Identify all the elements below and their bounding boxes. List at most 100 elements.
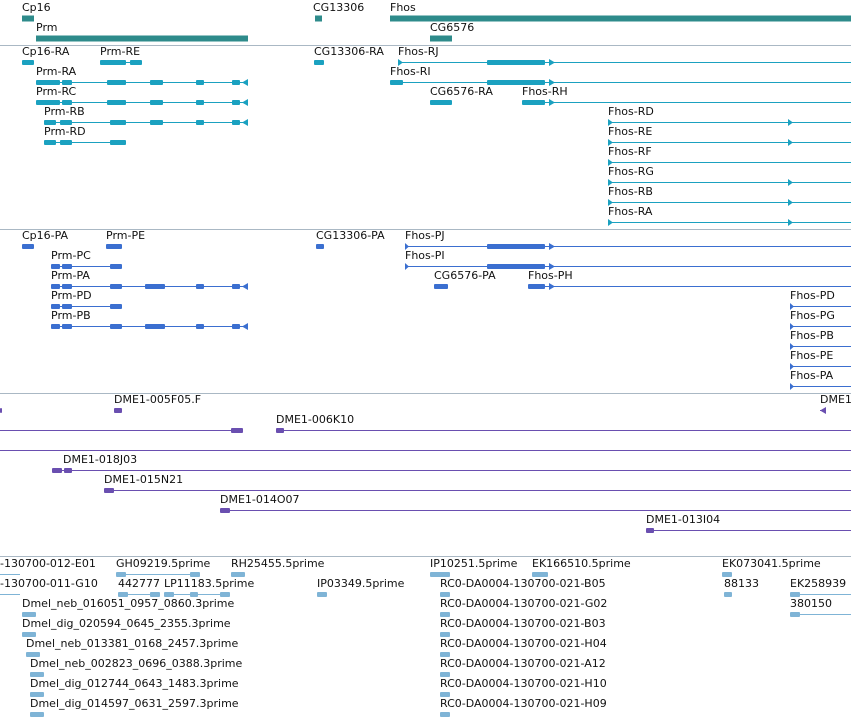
feature-label-gh09219-5prime[interactable]: GH09219.5prime bbox=[116, 557, 211, 570]
feature-label-dmel-neb-016051-0957-0860-3prime[interactable]: Dmel_neb_016051_0957_0860.3prime bbox=[22, 597, 235, 610]
feature-label-fhos-pd[interactable]: Fhos-PD bbox=[790, 289, 835, 302]
feature-rc0-da0004-130700-021-b05[interactable] bbox=[440, 592, 450, 597]
feature-label-rc0-da0004-130700-021-h10[interactable]: RC0-DA0004-130700-021-H10 bbox=[440, 677, 607, 690]
feature-380150[interactable] bbox=[790, 612, 851, 617]
feature-label-cp16-ra[interactable]: Cp16-RA bbox=[22, 45, 70, 58]
feature-rc0-da0004-130700-021-h04[interactable] bbox=[440, 652, 450, 657]
feature-fhos-pg[interactable] bbox=[790, 323, 851, 330]
feature-fhos-rh[interactable] bbox=[522, 99, 851, 106]
feature-label-380150[interactable]: 380150 bbox=[790, 597, 832, 610]
feature-dme1-014o07[interactable] bbox=[220, 508, 851, 513]
feature-442777[interactable] bbox=[118, 592, 160, 597]
feature-label-fhos-ri[interactable]: Fhos-RI bbox=[390, 65, 431, 78]
feature-fhos-ph[interactable] bbox=[528, 283, 851, 290]
feature-fhos-rf[interactable] bbox=[608, 159, 851, 166]
feature-label-cp16[interactable]: Cp16 bbox=[22, 1, 51, 14]
feature-label-prm-pa[interactable]: Prm-PA bbox=[51, 269, 90, 282]
feature-prm-pe[interactable] bbox=[106, 244, 122, 249]
feature-label-dme1-005f05-f[interactable]: DME1-005F05.F bbox=[114, 393, 202, 406]
feature-label-cp16-pa[interactable]: Cp16-PA bbox=[22, 229, 69, 242]
feature-label-dmel-neb-013381-0168-2457-3prime[interactable]: Dmel_neb_013381_0168_2457.3prime bbox=[26, 637, 239, 650]
feature-fhos-pa[interactable] bbox=[790, 383, 851, 390]
feature-label-fhos-rg[interactable]: Fhos-RG bbox=[608, 165, 654, 178]
feature-label-dme1-013i04[interactable]: DME1-013I04 bbox=[646, 513, 721, 526]
feature-prm-rc[interactable] bbox=[36, 99, 248, 106]
feature-ip10251-5prime[interactable] bbox=[430, 572, 450, 577]
feature-label-dme1-006k10[interactable]: DME1-006K10 bbox=[276, 413, 355, 426]
feature-label-fhos-pa[interactable]: Fhos-PA bbox=[790, 369, 834, 382]
feature-fhos-re[interactable] bbox=[608, 139, 851, 146]
feature-cg6576-pa[interactable] bbox=[434, 284, 448, 289]
feature-label-ek073041-5prime[interactable]: EK073041.5prime bbox=[722, 557, 821, 570]
feature-fhos-pe[interactable] bbox=[790, 363, 851, 370]
feature-prm-pb[interactable] bbox=[51, 323, 248, 330]
feature-fhos-pi[interactable] bbox=[405, 263, 851, 270]
feature-label-130700-011-g10[interactable]: -130700-011-G10 bbox=[0, 577, 98, 590]
feature-dmel-neb-016051-0957-0860-3prime[interactable] bbox=[22, 612, 36, 617]
feature-label-prm-ra[interactable]: Prm-RA bbox=[36, 65, 77, 78]
feature-rc0-da0004-130700-021-g02[interactable] bbox=[440, 612, 450, 617]
feature-prm-ra[interactable] bbox=[36, 79, 248, 86]
feature-fhos-rg[interactable] bbox=[608, 179, 851, 186]
feature-fhos-ri[interactable] bbox=[390, 79, 851, 86]
feature-label-rc0-da0004-130700-021-b05[interactable]: RC0-DA0004-130700-021-B05 bbox=[440, 577, 606, 590]
feature-fhos-rb[interactable] bbox=[608, 199, 851, 206]
feature-label-442777[interactable]: 442777 bbox=[118, 577, 160, 590]
feature-dme1-006k10[interactable] bbox=[276, 428, 851, 433]
feature-label-dme1-014o07[interactable]: DME1-014O07 bbox=[220, 493, 300, 506]
feature-dmel-neb-013381-0168-2457-3prime[interactable] bbox=[26, 652, 40, 657]
feature-clone-feature-0[interactable] bbox=[0, 408, 2, 413]
feature-dmel-dig-020594-0645-2355-3prime[interactable] bbox=[22, 632, 36, 637]
feature-rc0-da0004-130700-021-a12[interactable] bbox=[440, 672, 450, 677]
feature-gh09219-5prime[interactable] bbox=[116, 572, 200, 577]
feature-label-fhos-pe[interactable]: Fhos-PE bbox=[790, 349, 834, 362]
feature-label-cg6576-ra[interactable]: CG6576-RA bbox=[430, 85, 493, 98]
feature-prm-pd[interactable] bbox=[51, 304, 122, 309]
feature-label-fhos-pb[interactable]: Fhos-PB bbox=[790, 329, 834, 342]
feature-label-rh25455-5prime[interactable]: RH25455.5prime bbox=[231, 557, 325, 570]
feature-label-fhos-rb[interactable]: Fhos-RB bbox=[608, 185, 653, 198]
feature-label-prm-rc[interactable]: Prm-RC bbox=[36, 85, 77, 98]
feature-label-fhos-rd[interactable]: Fhos-RD bbox=[608, 105, 654, 118]
feature-fhos-pb[interactable] bbox=[790, 343, 851, 350]
feature-label-ip03349-5prime[interactable]: IP03349.5prime bbox=[317, 577, 405, 590]
feature-label-rc0-da0004-130700-021-a12[interactable]: RC0-DA0004-130700-021-A12 bbox=[440, 657, 606, 670]
feature-label-prm[interactable]: Prm bbox=[36, 21, 58, 34]
feature-rc0-da0004-130700-021-b03[interactable] bbox=[440, 632, 450, 637]
feature-fhos[interactable] bbox=[390, 15, 851, 22]
feature-dme1[interactable] bbox=[820, 407, 826, 414]
feature-label-cg13306[interactable]: CG13306 bbox=[313, 1, 365, 14]
feature-label-fhos-ph[interactable]: Fhos-PH bbox=[528, 269, 573, 282]
feature-label-rc0-da0004-130700-021-h09[interactable]: RC0-DA0004-130700-021-H09 bbox=[440, 697, 607, 710]
feature-label-fhos-rj[interactable]: Fhos-RJ bbox=[398, 45, 439, 58]
feature-ek258939[interactable] bbox=[790, 592, 851, 597]
feature-cg13306[interactable] bbox=[315, 15, 322, 22]
feature-label-rc0-da0004-130700-021-h04[interactable]: RC0-DA0004-130700-021-H04 bbox=[440, 637, 607, 650]
feature-cg13306-ra[interactable] bbox=[314, 60, 324, 65]
feature-fhos-rd[interactable] bbox=[608, 119, 851, 126]
feature-cp16-pa[interactable] bbox=[22, 244, 34, 249]
feature-label-dme1[interactable]: DME1 bbox=[820, 393, 851, 406]
feature-88133[interactable] bbox=[724, 592, 732, 597]
feature-fhos-rj[interactable] bbox=[398, 59, 851, 66]
feature-label-rc0-da0004-130700-021-b03[interactable]: RC0-DA0004-130700-021-B03 bbox=[440, 617, 606, 630]
feature-cp16-ra[interactable] bbox=[22, 60, 34, 65]
feature-label-dmel-dig-014597-0631-2597-3prime[interactable]: Dmel_dig_014597_0631_2597.3prime bbox=[30, 697, 239, 710]
feature-label-fhos-ra[interactable]: Fhos-RA bbox=[608, 205, 653, 218]
feature-cg6576[interactable] bbox=[430, 35, 452, 42]
feature-label-prm-pd[interactable]: Prm-PD bbox=[51, 289, 92, 302]
feature-label-fhos-pi[interactable]: Fhos-PI bbox=[405, 249, 445, 262]
feature-lp11183-5prime[interactable] bbox=[164, 592, 230, 597]
feature-label-prm-rb[interactable]: Prm-RB bbox=[44, 105, 85, 118]
feature-label-fhos-pg[interactable]: Fhos-PG bbox=[790, 309, 835, 322]
feature-label-cg13306-ra[interactable]: CG13306-RA bbox=[314, 45, 384, 58]
feature-label-dmel-dig-020594-0645-2355-3prime[interactable]: Dmel_dig_020594_0645_2355.3prime bbox=[22, 617, 231, 630]
feature-clone-feature-3[interactable] bbox=[0, 428, 243, 433]
feature-label-cg6576[interactable]: CG6576 bbox=[430, 21, 475, 34]
feature-ek073041-5prime[interactable] bbox=[722, 572, 732, 577]
feature-ek166510-5prime[interactable] bbox=[532, 572, 548, 577]
feature-label-130700-012-e01[interactable]: -130700-012-E01 bbox=[0, 557, 96, 570]
feature-dmel-dig-014597-0631-2597-3prime[interactable] bbox=[30, 712, 44, 717]
feature-label-prm-pe[interactable]: Prm-PE bbox=[106, 229, 146, 242]
feature-fhos-pd[interactable] bbox=[790, 303, 851, 310]
